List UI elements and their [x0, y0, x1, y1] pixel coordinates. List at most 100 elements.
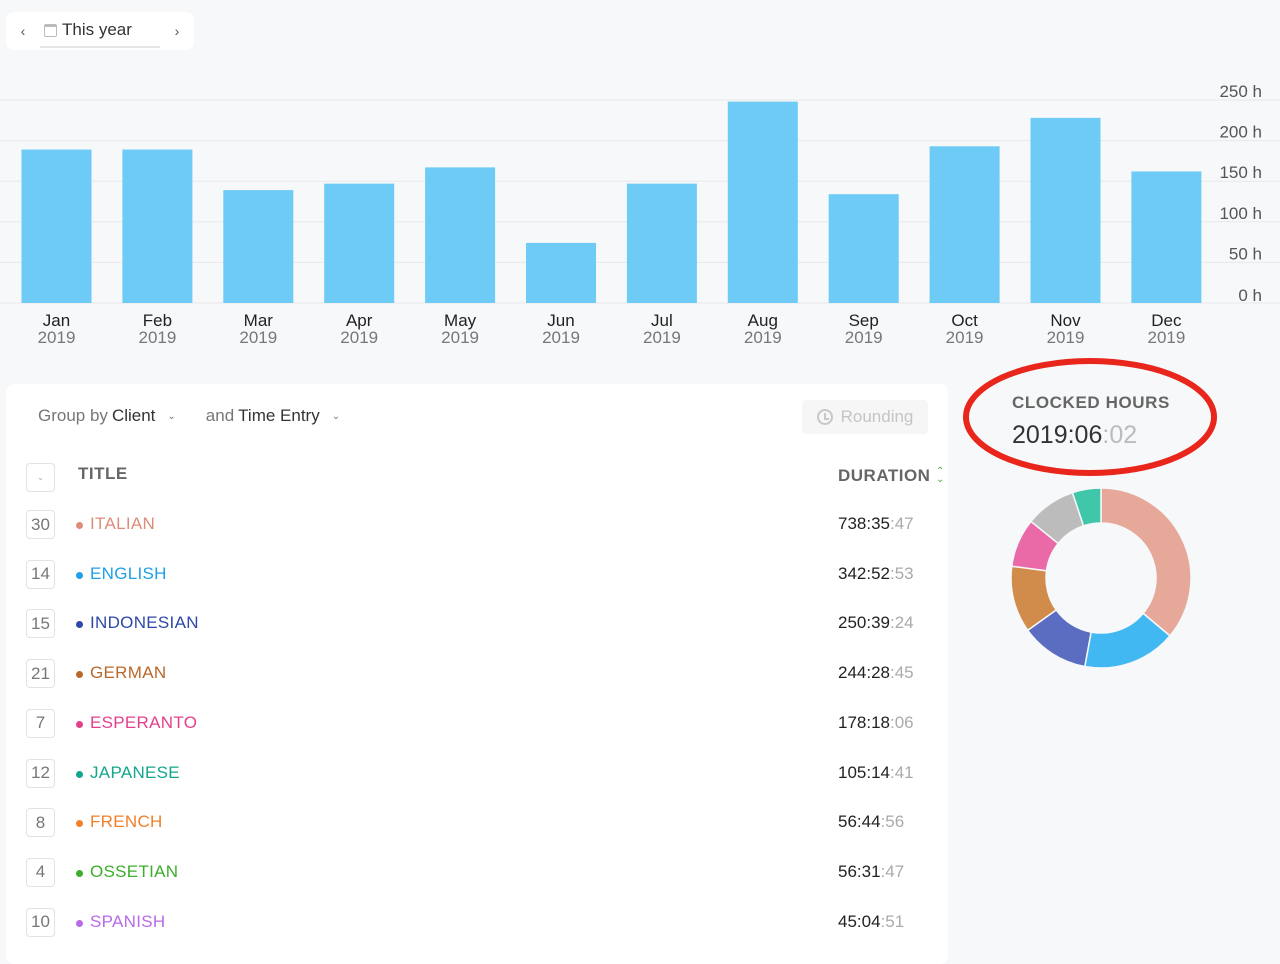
date-range-label: This year	[62, 20, 132, 39]
bar-jan[interactable]	[21, 149, 92, 303]
donut-segment-japanese[interactable]	[1071, 487, 1102, 527]
expand-all-checkbox[interactable]: ⌄	[26, 463, 55, 492]
row-duration-seconds: :56	[880, 812, 905, 832]
rounding-button[interactable]: Rounding	[802, 400, 928, 434]
bar-sep[interactable]	[828, 194, 899, 303]
row-duration-seconds: :51	[880, 911, 905, 931]
bar-feb[interactable]	[122, 149, 193, 303]
client-color-dot	[76, 522, 83, 529]
bar-aug[interactable]	[727, 101, 798, 304]
row-duration-seconds: :47	[890, 514, 914, 533]
clocked-hours-main: 2019:06	[1012, 421, 1103, 449]
column-header-title[interactable]: TITLE	[78, 464, 128, 483]
row-duration: 56:44:56	[838, 812, 904, 832]
row-duration-seconds: :47	[880, 861, 905, 881]
row-duration: 342:52:53	[838, 564, 914, 584]
table-row[interactable]: 10 SPANISH 45:04:51	[6, 898, 948, 948]
highlight-ellipse-annotation	[963, 358, 1217, 476]
row-duration: 738:35:47	[838, 514, 914, 534]
row-count-badge[interactable]: 10	[26, 907, 55, 937]
x-tick-year: 2019	[441, 328, 479, 347]
clocked-hours-value: 2019:06:02	[1012, 421, 1137, 450]
row-duration-seconds: :53	[890, 563, 914, 583]
row-duration: 45:04:51	[838, 912, 904, 932]
sort-icon[interactable]: ⌃ ⌄	[936, 466, 945, 485]
row-title[interactable]: GERMAN	[90, 663, 167, 683]
row-count-badge[interactable]: 7	[26, 708, 55, 738]
group-by-value: Client	[111, 406, 156, 425]
bar-dec[interactable]	[1131, 171, 1202, 303]
table-row[interactable]: 4 OSSETIAN 56:31:47	[6, 848, 948, 898]
table-row[interactable]: 12 JAPANESE 105:14:41	[6, 749, 948, 799]
row-duration-main: 342:52	[838, 563, 890, 583]
x-tick-year: 2019	[744, 328, 782, 347]
row-title[interactable]: JAPANESE	[90, 762, 180, 782]
bar-apr[interactable]	[324, 183, 395, 303]
row-count-badge[interactable]: 12	[26, 758, 55, 788]
column-header-duration[interactable]: DURATION	[838, 466, 931, 485]
row-count-badge[interactable]: 14	[26, 559, 55, 589]
bar-jun[interactable]	[526, 242, 596, 303]
row-count-badge[interactable]: 8	[26, 808, 55, 838]
row-title[interactable]: ENGLISH	[90, 563, 167, 583]
client-color-dot	[76, 671, 83, 679]
x-tick-year: 2019	[340, 328, 378, 347]
x-tick-month: Jun	[547, 311, 574, 330]
history-icon	[816, 409, 833, 425]
row-duration-main: 56:31	[838, 861, 881, 881]
previous-period-button[interactable]: ‹	[20, 23, 26, 39]
clocked-hours-seconds: :02	[1102, 421, 1138, 449]
row-duration-seconds: :41	[890, 762, 914, 782]
table-row[interactable]: 21 GERMAN 244:28:45	[6, 649, 948, 699]
client-color-dot	[76, 621, 83, 629]
row-title[interactable]: ITALIAN	[90, 514, 156, 533]
row-duration-seconds: :45	[890, 663, 914, 683]
table-row[interactable]: 30 ITALIAN 738:35:47	[6, 500, 948, 550]
table-row[interactable]: 7 ESPERANTO 178:18:06	[6, 699, 948, 749]
table-row[interactable]: 8 FRENCH 56:44:56	[6, 798, 948, 848]
row-title[interactable]: SPANISH	[90, 911, 166, 931]
x-tick-year: 2019	[542, 328, 580, 347]
group-by-dropdown[interactable]: Group by Client ⌄	[38, 406, 176, 426]
date-range-picker[interactable]: This year	[40, 14, 160, 48]
x-tick-year: 2019	[845, 328, 883, 347]
chevron-down-icon: ⌄	[331, 410, 341, 422]
calendar-icon	[44, 23, 57, 37]
row-title[interactable]: FRENCH	[90, 812, 163, 832]
x-tick-month: Nov	[1050, 311, 1081, 330]
chevron-down-icon: ⌄	[167, 410, 176, 422]
x-tick-month: Jan	[43, 311, 70, 330]
row-title[interactable]: INDONESIAN	[90, 613, 199, 633]
next-period-button[interactable]: ›	[174, 23, 180, 39]
bar-jul[interactable]	[626, 183, 697, 303]
row-count-badge[interactable]: 30	[26, 510, 55, 539]
row-duration-main: 105:14	[838, 762, 890, 782]
subgroup-dropdown[interactable]: and Time Entry ⌄	[206, 406, 340, 426]
table-row[interactable]: 15 INDONESIAN 250:39:24	[6, 599, 948, 649]
row-title[interactable]: OSSETIAN	[90, 861, 179, 881]
bar-mar[interactable]	[223, 190, 294, 303]
y-tick-label: 100 h	[1219, 204, 1262, 223]
x-tick-month: Dec	[1151, 311, 1182, 330]
donut-segment-italian[interactable]	[1100, 487, 1192, 637]
row-duration-main: 45:04	[838, 911, 881, 931]
y-tick-label: 50 h	[1229, 244, 1262, 263]
y-tick-label: 150 h	[1219, 163, 1262, 182]
row-count-badge[interactable]: 21	[26, 659, 55, 689]
table-row[interactable]: 14 ENGLISH 342:52:53	[6, 550, 948, 600]
bar-nov[interactable]	[1030, 117, 1101, 303]
row-count-badge[interactable]: 15	[26, 609, 55, 639]
row-duration: 178:18:06	[838, 713, 914, 733]
y-tick-label: 200 h	[1219, 123, 1262, 142]
bar-may[interactable]	[425, 167, 496, 303]
x-tick-month: Oct	[951, 311, 978, 330]
x-tick-month: Feb	[143, 311, 172, 330]
row-title[interactable]: ESPERANTO	[90, 712, 198, 732]
x-tick-year: 2019	[138, 328, 176, 347]
bar-oct[interactable]	[929, 146, 1000, 303]
row-count-badge[interactable]: 4	[26, 857, 55, 887]
row-duration-main: 56:44	[838, 812, 881, 832]
row-duration-seconds: :24	[890, 613, 914, 633]
row-duration: 105:14:41	[838, 763, 914, 783]
client-color-dot	[76, 820, 83, 828]
